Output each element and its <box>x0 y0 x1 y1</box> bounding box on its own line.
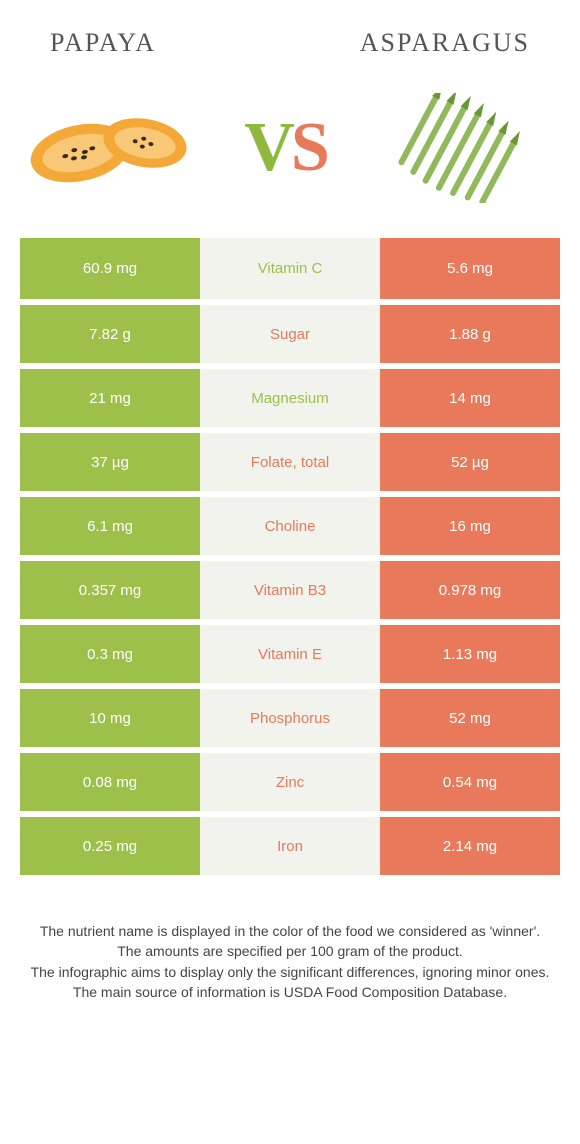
food2-value: 1.13 mg <box>380 622 560 686</box>
food2-value: 0.54 mg <box>380 750 560 814</box>
food2-value: 5.6 mg <box>380 238 560 302</box>
food1-value: 10 mg <box>20 686 200 750</box>
table-row: 0.3 mgVitamin E1.13 mg <box>20 622 560 686</box>
table-row: 0.357 mgVitamin B30.978 mg <box>20 558 560 622</box>
vs-v: V <box>244 109 291 186</box>
food1-value: 0.08 mg <box>20 750 200 814</box>
food1-value: 21 mg <box>20 366 200 430</box>
food2-value: 14 mg <box>380 366 560 430</box>
nutrient-label: Phosphorus <box>200 686 380 750</box>
table-row: 21 mgMagnesium14 mg <box>20 366 560 430</box>
table-row: 60.9 mgVitamin C5.6 mg <box>20 238 560 302</box>
food2-title: ASPARAGUS <box>360 28 530 58</box>
nutrient-label: Sugar <box>200 302 380 366</box>
vs-s: S <box>291 109 326 186</box>
nutrient-label: Choline <box>200 494 380 558</box>
nutrient-label: Vitamin E <box>200 622 380 686</box>
food1-value: 37 µg <box>20 430 200 494</box>
nutrient-label: Iron <box>200 814 380 878</box>
footnotes: The nutrient name is displayed in the co… <box>0 881 580 1002</box>
nutrient-label: Zinc <box>200 750 380 814</box>
food1-value: 0.25 mg <box>20 814 200 878</box>
table-row: 0.08 mgZinc0.54 mg <box>20 750 560 814</box>
nutrient-label: Folate, total <box>200 430 380 494</box>
vs-label: VS <box>244 108 326 188</box>
header: PAPAYA ASPARAGUS <box>0 0 580 68</box>
table-row: 37 µgFolate, total52 µg <box>20 430 560 494</box>
food1-value: 0.3 mg <box>20 622 200 686</box>
footnote-line: The main source of information is USDA F… <box>28 982 552 1002</box>
nutrient-label: Magnesium <box>200 366 380 430</box>
footnote-line: The infographic aims to display only the… <box>28 962 552 982</box>
food1-value: 6.1 mg <box>20 494 200 558</box>
nutrient-label: Vitamin B3 <box>200 558 380 622</box>
footnote-line: The amounts are specified per 100 gram o… <box>28 941 552 961</box>
vs-row: VS <box>0 68 580 238</box>
food2-value: 52 µg <box>380 430 560 494</box>
food1-image <box>20 88 200 208</box>
food2-image <box>370 88 550 208</box>
food2-value: 52 mg <box>380 686 560 750</box>
food1-value: 60.9 mg <box>20 238 200 302</box>
table-row: 10 mgPhosphorus52 mg <box>20 686 560 750</box>
food2-value: 2.14 mg <box>380 814 560 878</box>
nutrient-table: 60.9 mgVitamin C5.6 mg7.82 gSugar1.88 g2… <box>20 238 560 881</box>
food1-value: 0.357 mg <box>20 558 200 622</box>
table-row: 6.1 mgCholine16 mg <box>20 494 560 558</box>
food1-title: PAPAYA <box>50 28 156 58</box>
food2-value: 16 mg <box>380 494 560 558</box>
table-row: 7.82 gSugar1.88 g <box>20 302 560 366</box>
food2-value: 1.88 g <box>380 302 560 366</box>
table-row: 0.25 mgIron2.14 mg <box>20 814 560 878</box>
nutrient-label: Vitamin C <box>200 238 380 302</box>
footnote-line: The nutrient name is displayed in the co… <box>28 921 552 941</box>
food1-value: 7.82 g <box>20 302 200 366</box>
food2-value: 0.978 mg <box>380 558 560 622</box>
